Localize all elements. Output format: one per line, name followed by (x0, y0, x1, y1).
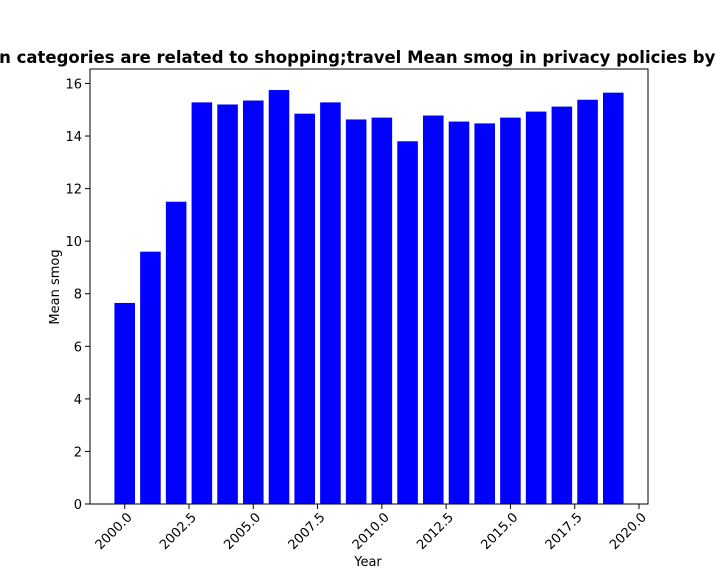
x-axis-label: Year (353, 555, 382, 570)
x-tick-label: 2017.5 (543, 510, 586, 553)
bar-2013 (448, 121, 470, 504)
y-tick-label: 12 (65, 183, 82, 198)
bar-2003 (191, 102, 213, 504)
bar-2019 (603, 92, 624, 504)
x-tick-label: 2002.5 (157, 510, 200, 553)
y-axis: 0 2 4 6 8 10 12 14 16 (65, 77, 90, 513)
bar-2002 (165, 201, 187, 505)
plot-frame (89, 68, 649, 505)
bar-2009 (345, 119, 367, 504)
bar-2005 (243, 100, 264, 504)
x-tick-label: 2012.5 (414, 510, 457, 553)
bars-group (114, 90, 624, 505)
bar-2018 (577, 99, 598, 504)
bar-2015 (500, 117, 521, 504)
x-tick-label: 2015.0 (478, 510, 521, 553)
y-tick-label: 0 (74, 498, 82, 513)
y-tick-label: 6 (74, 340, 82, 355)
x-tick-label: 2000.0 (93, 510, 136, 553)
bar-2000 (114, 302, 135, 504)
x-tick-label: 2005.0 (221, 510, 264, 553)
y-tick-label: 10 (65, 235, 82, 250)
x-axis: 2000.0 2002.5 2005.0 2007.5 2010.0 2012.5 2015… (93, 504, 650, 553)
bar-2011 (397, 141, 418, 504)
y-tick-label: 4 (74, 393, 82, 408)
bar-2001 (140, 251, 161, 504)
bar-2004 (217, 104, 238, 504)
x-tick-label: 2007.5 (286, 510, 329, 553)
bar-2010 (371, 117, 393, 504)
x-tick-label: 2010.0 (350, 510, 393, 553)
y-tick-label: 14 (65, 130, 82, 145)
chart-title: When categories are related to shopping;… (0, 48, 720, 67)
bar-2008 (320, 102, 341, 504)
bar-2014 (474, 123, 495, 504)
y-tick-label: 16 (65, 77, 82, 92)
y-axis-label: Mean smog (48, 249, 63, 324)
bar-2017 (551, 106, 573, 504)
bar-2012 (423, 115, 444, 505)
x-tick-label: 2020.0 (607, 510, 650, 553)
y-tick-label: 8 (74, 288, 82, 303)
bar-2006 (268, 90, 290, 504)
y-tick-label: 2 (74, 445, 82, 460)
bar-2007 (294, 113, 315, 505)
bar-2016 (525, 111, 547, 504)
